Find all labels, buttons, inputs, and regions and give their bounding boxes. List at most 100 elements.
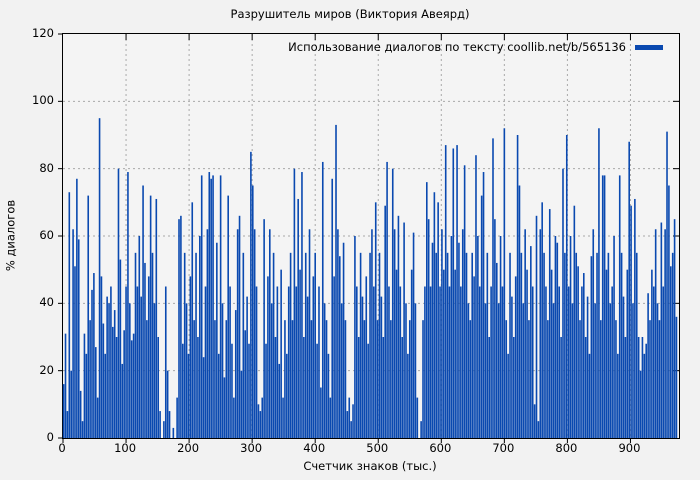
bar [391,168,394,439]
bar [416,397,419,438]
bar [603,175,606,438]
bar [229,286,231,438]
bar [246,296,248,438]
bar [365,276,368,438]
bar [83,333,86,438]
bar [388,286,390,438]
bar [477,236,479,438]
bar [286,353,288,438]
bar [507,353,509,438]
bar [645,343,648,438]
bar [643,353,646,438]
bar [620,252,623,438]
bar [320,387,322,438]
bar [168,411,171,438]
bar [622,296,625,438]
bar [403,222,405,438]
bar [295,286,298,438]
bar [293,168,296,439]
bar [594,303,596,438]
bar [422,320,424,438]
bar [393,229,396,438]
bar [465,252,468,438]
bar [609,303,612,438]
x-tick-label: 600 [429,441,452,455]
bar [579,320,581,438]
bar [85,353,88,438]
bar [675,316,678,438]
bar [582,273,585,438]
bar [513,337,515,438]
bar [668,185,670,438]
bar [652,286,655,438]
y-tick-label: 40 [39,295,54,310]
bar [384,205,386,438]
bar [132,333,135,438]
bar [346,411,349,438]
bar [225,320,228,438]
legend-swatch-icon [635,44,663,50]
bar [548,209,551,438]
bar [541,202,543,438]
bar [202,357,205,438]
bar [501,286,504,438]
bar [331,178,334,438]
bar [560,337,562,438]
bar [291,320,294,438]
bar [257,404,260,438]
bar [89,320,91,438]
bar [649,320,651,438]
bar [509,252,511,438]
bar [671,252,674,438]
x-tick-label: 900 [618,441,641,455]
bar [601,175,604,438]
bar [147,276,150,438]
bar [478,286,481,438]
bar [70,370,72,438]
bar [340,303,343,438]
bar [390,320,392,438]
bar [149,195,152,438]
bar [363,320,366,438]
y-tick-label: 80 [39,160,54,175]
bar [531,286,534,438]
bar [552,303,555,438]
bar [373,286,375,438]
bar [660,222,663,438]
bar [624,337,627,438]
bar [639,370,642,438]
bar [482,172,485,438]
bar [233,397,235,438]
bar [146,320,148,438]
bar [433,192,436,438]
bar [210,178,212,438]
bar [607,252,610,438]
bar [348,397,351,438]
bar [102,323,105,438]
bar [494,219,496,438]
bar [301,172,303,438]
bar [463,165,466,439]
bar [584,337,587,438]
bar [284,320,286,438]
bar [253,229,256,438]
bar [352,404,354,438]
bar [206,229,209,438]
bar [547,320,549,438]
bar [522,303,525,438]
bar [62,384,65,438]
bar [565,135,568,438]
bar [136,286,139,438]
bar [437,202,439,438]
bar [484,303,487,438]
bar [234,310,237,438]
bar [473,276,475,438]
bar [571,303,574,438]
bar [486,252,489,438]
bar [543,252,545,438]
bar [217,353,220,438]
bar [407,353,409,438]
bar [590,256,593,438]
bar [337,229,339,438]
bar [503,128,506,438]
